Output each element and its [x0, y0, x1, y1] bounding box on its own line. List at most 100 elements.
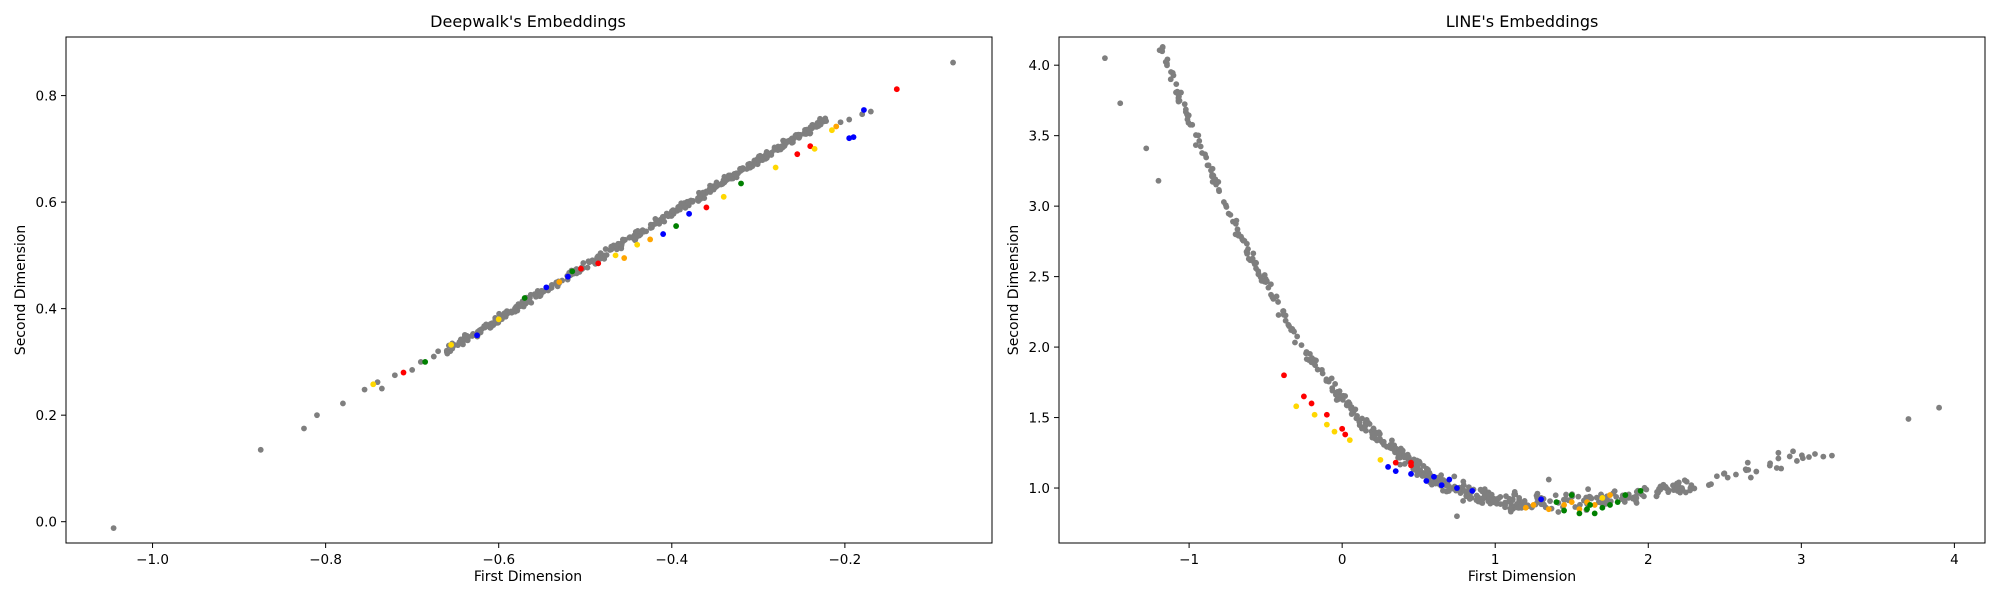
line-point — [1488, 491, 1495, 498]
line-point — [1724, 474, 1731, 481]
deepwalk-point — [850, 134, 857, 141]
line-point — [1414, 462, 1421, 469]
line-y-tick-label: 1.0 — [1029, 481, 1050, 497]
line-point — [1461, 488, 1468, 494]
deepwalk-y-axis-label: Second Dimension — [13, 225, 29, 355]
line-point — [1334, 388, 1341, 395]
deepwalk-point — [703, 204, 710, 211]
line-point — [1176, 97, 1183, 104]
deepwalk-point — [668, 213, 675, 219]
line-y-axis-label: Second Dimension — [1006, 225, 1022, 355]
line-point — [1521, 498, 1528, 504]
line-point — [1555, 509, 1562, 515]
deepwalk-point — [595, 255, 602, 262]
line-point — [1534, 490, 1541, 497]
line-point — [1790, 448, 1796, 455]
line-point — [1255, 268, 1262, 275]
line-point — [1454, 513, 1460, 520]
line-point — [1401, 454, 1408, 461]
line-point — [1905, 416, 1912, 422]
deepwalk-point — [603, 252, 610, 258]
line-point — [1560, 496, 1567, 503]
line-point — [1576, 510, 1583, 517]
line-point — [1280, 311, 1287, 318]
line-point — [1599, 495, 1606, 501]
line-point — [1812, 451, 1818, 457]
deepwalk-point — [620, 238, 627, 244]
line-point — [1298, 342, 1305, 349]
line-x-axis-label: First Dimension — [1468, 569, 1576, 585]
line-point — [1232, 231, 1239, 238]
deepwalk-point — [533, 293, 539, 300]
line-y-tick-label: 2.0 — [1029, 340, 1050, 356]
line-point — [1275, 299, 1281, 305]
line-point — [1182, 109, 1189, 115]
line-point — [1426, 473, 1433, 479]
line-point — [1281, 372, 1287, 379]
line-point — [1215, 186, 1222, 193]
deepwalk-point — [391, 372, 398, 379]
line-point — [1193, 132, 1199, 138]
line-point — [1495, 495, 1502, 502]
line-point — [1552, 492, 1559, 499]
line-point — [1164, 60, 1170, 67]
line-point — [1205, 162, 1212, 169]
line-point — [1637, 487, 1644, 494]
line-point — [1392, 459, 1399, 466]
line-plot: LINE's Embeddings First Dimension Second… — [1006, 12, 1986, 585]
line-point — [1568, 499, 1575, 506]
line-point — [1743, 467, 1750, 474]
line-point — [1210, 172, 1217, 179]
deepwalk-point — [474, 332, 480, 339]
line-point — [1475, 494, 1482, 501]
line-point — [1388, 445, 1395, 452]
deepwalk-point — [772, 164, 779, 171]
deepwalk-x-axis-label: First Dimension — [474, 569, 582, 585]
deepwalk-point — [767, 150, 774, 157]
line-point — [1339, 425, 1346, 432]
line-point — [1794, 458, 1800, 464]
deepwalk-point — [556, 279, 563, 285]
deepwalk-y-tick-label: 0.0 — [36, 515, 57, 531]
line-point — [1389, 437, 1395, 444]
line-point — [1773, 465, 1780, 471]
line-point — [1346, 437, 1353, 444]
deepwalk-point — [621, 255, 628, 261]
line-point — [1192, 142, 1199, 148]
deepwalk-point — [837, 119, 844, 126]
line-point — [1268, 291, 1274, 298]
deepwalk-point — [538, 289, 545, 296]
line-point — [1392, 468, 1399, 475]
deepwalk-point — [409, 366, 416, 373]
deepwalk-point — [496, 310, 502, 317]
line-point — [1829, 452, 1835, 459]
line-plot-title: LINE's Embeddings — [1446, 12, 1599, 31]
deepwalk-point — [527, 291, 534, 298]
line-point — [1227, 211, 1234, 218]
line-point — [1561, 502, 1567, 508]
line-plot-frame — [1058, 36, 1986, 544]
deepwalk-point — [435, 348, 442, 355]
line-point — [1733, 471, 1739, 478]
line-point — [1683, 478, 1690, 485]
line-point — [1173, 81, 1180, 88]
line-point — [1786, 453, 1793, 460]
deepwalk-point — [615, 240, 622, 247]
line-point — [1687, 487, 1693, 494]
line-point — [1329, 385, 1336, 392]
line-y-tick-label: 1.5 — [1029, 411, 1050, 427]
deepwalk-point — [634, 228, 641, 234]
line-point — [1265, 284, 1272, 291]
line-point — [1654, 489, 1660, 495]
deepwalk-point — [950, 59, 956, 66]
line-point — [1370, 425, 1377, 432]
line-ticks: −1 0 1 2 3 4 1.0 1.5 2.0 2.5 3.0 3.5 4.0 — [1029, 58, 1959, 568]
deepwalk-point — [543, 284, 550, 291]
deepwalk-point — [654, 219, 661, 226]
line-point — [1292, 339, 1298, 346]
line-point — [1593, 494, 1600, 501]
deepwalk-point — [700, 189, 706, 196]
deepwalk-point — [660, 231, 667, 237]
deepwalk-point — [487, 324, 494, 331]
line-point — [1713, 473, 1720, 480]
